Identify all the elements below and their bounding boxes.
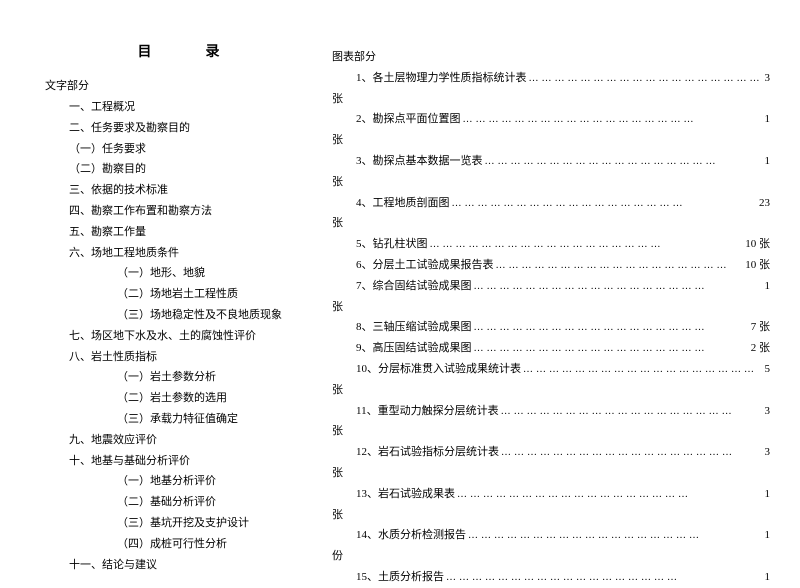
figure-entry-count: 2 张 <box>751 339 770 359</box>
figure-entry-label: 14、水质分析检测报告 <box>356 526 466 546</box>
figure-list-entry: 10、分层标准贯入试验成果统计表………………………………………………5 <box>332 360 770 380</box>
leader-dots: ……………………………………………… <box>521 361 765 379</box>
figure-entry-unit: 张 <box>332 214 770 234</box>
figure-entry-count: 1 <box>765 568 771 588</box>
leader-dots: ……………………………………………… <box>450 195 760 213</box>
leader-dots: ……………………………………………… <box>499 403 765 421</box>
toc-item: 二、任务要求及勘察目的 <box>45 119 312 139</box>
figure-entry-label: 12、岩石试验指标分层统计表 <box>356 443 499 463</box>
toc-item: 七、场区地下水及水、土的腐蚀性评价 <box>45 327 312 347</box>
figure-entry-count: 1 <box>765 152 771 172</box>
figure-entry-count: 1 <box>765 277 771 297</box>
figure-entry-label: 4、工程地质剖面图 <box>356 194 450 214</box>
figure-entry-label: 7、综合固结试验成果图 <box>356 277 472 297</box>
figure-entry-unit: 张 <box>332 464 770 484</box>
leader-dots: ……………………………………………… <box>527 70 765 88</box>
figure-entry-count: 10 张 <box>745 256 770 276</box>
figure-list-entry: 14、水质分析检测报告………………………………………………1 <box>332 526 770 546</box>
leader-dots: ……………………………………………… <box>483 153 765 171</box>
toc-sub-item: （一）地基分析评价 <box>45 472 312 492</box>
figure-entry-count: 10 张 <box>745 235 770 255</box>
figure-entry-label: 2、勘探点平面位置图 <box>356 110 461 130</box>
toc-sub-item: （二）岩土参数的选用 <box>45 389 312 409</box>
toc-item: 六、场地工程地质条件 <box>45 244 312 264</box>
toc-item: 九、地震效应评价 <box>45 431 312 451</box>
figure-list-entry: 4、工程地质剖面图………………………………………………23 <box>332 194 770 214</box>
figure-entry-unit: 张 <box>332 422 770 442</box>
leader-dots: ……………………………………………… <box>472 340 751 358</box>
figure-entry-unit: 张 <box>332 298 770 318</box>
leader-dots: ……………………………………………… <box>428 236 746 254</box>
figure-entry-count: 23 <box>759 194 770 214</box>
figure-entry-label: 9、高压固结试验成果图 <box>356 339 472 359</box>
toc-sub-item: （三）承载力特征值确定 <box>45 410 312 430</box>
figure-entry-count: 3 <box>765 69 771 89</box>
toc-item: 五、勘察工作量 <box>45 223 312 243</box>
figure-entry-label: 8、三轴压缩试验成果图 <box>356 318 472 338</box>
figure-entry-unit: 份 <box>332 547 770 567</box>
figure-entry-count: 1 <box>765 110 771 130</box>
leader-dots: ……………………………………………… <box>494 257 746 275</box>
figure-entry-label: 3、勘探点基本数据一览表 <box>356 152 483 172</box>
right-section-heading: 图表部分 <box>332 48 770 68</box>
toc-item: 十、地基与基础分析评价 <box>45 452 312 472</box>
toc-item: 三、依据的技术标准 <box>45 181 312 201</box>
toc-sub-item: （二）勘察目的 <box>45 160 312 180</box>
figure-entry-count: 3 <box>765 402 771 422</box>
figure-entry-unit: 张 <box>332 506 770 526</box>
figure-entry-unit: 张 <box>332 131 770 151</box>
figure-entry-label: 1、各土层物理力学性质指标统计表 <box>356 69 527 89</box>
figure-entry-unit: 张 <box>332 90 770 110</box>
toc-title: 目 录 <box>45 40 312 65</box>
figure-entry-count: 1 <box>765 485 771 505</box>
figure-list-entry: 9、高压固结试验成果图………………………………………………2 张 <box>332 339 770 359</box>
toc-sub-item: （三）基坑开挖及支护设计 <box>45 514 312 534</box>
figure-entry-unit: 张 <box>332 381 770 401</box>
left-section-heading: 文字部分 <box>45 77 312 97</box>
leader-dots: ……………………………………………… <box>466 527 765 545</box>
figure-entry-count: 5 <box>765 360 771 380</box>
figure-list-entry: 15、土质分析报告………………………………………………1 <box>332 568 770 588</box>
figure-entry-label: 11、重型动力触探分层统计表 <box>356 402 499 422</box>
figure-list-entry: 5、钻孔柱状图………………………………………………10 张 <box>332 235 770 255</box>
figure-list-entry: 8、三轴压缩试验成果图………………………………………………7 张 <box>332 318 770 338</box>
toc-item: 四、勘察工作布置和勘察方法 <box>45 202 312 222</box>
figure-list-entry: 6、分层土工试验成果报告表………………………………………………10 张 <box>332 256 770 276</box>
toc-sub-item: （二）基础分析评价 <box>45 493 312 513</box>
figure-list-entry: 1、各土层物理力学性质指标统计表………………………………………………3 <box>332 69 770 89</box>
toc-item: 一、工程概况 <box>45 98 312 118</box>
figure-entry-count: 7 张 <box>751 318 770 338</box>
leader-dots: ……………………………………………… <box>461 111 765 129</box>
toc-sub-item: （一）岩土参数分析 <box>45 368 312 388</box>
figure-list-entry: 3、勘探点基本数据一览表………………………………………………1 <box>332 152 770 172</box>
figure-entry-label: 13、岩石试验成果表 <box>356 485 455 505</box>
leader-dots: ……………………………………………… <box>472 319 751 337</box>
toc-sub-item: （三）场地稳定性及不良地质现象 <box>45 306 312 326</box>
figure-list-entry: 11、重型动力触探分层统计表………………………………………………3 <box>332 402 770 422</box>
figure-list-entry: 7、综合固结试验成果图………………………………………………1 <box>332 277 770 297</box>
leader-dots: ……………………………………………… <box>472 278 765 296</box>
figure-entry-label: 15、土质分析报告 <box>356 568 444 588</box>
leader-dots: ……………………………………………… <box>455 486 765 504</box>
figure-list-entry: 12、岩石试验指标分层统计表………………………………………………3 <box>332 443 770 463</box>
toc-sub-item: （一）任务要求 <box>45 140 312 160</box>
toc-sub-item: （四）成桩可行性分析 <box>45 535 312 555</box>
figure-list-entry: 13、岩石试验成果表………………………………………………1 <box>332 485 770 505</box>
toc-sub-item: （一）地形、地貌 <box>45 264 312 284</box>
leader-dots: ……………………………………………… <box>499 444 765 462</box>
toc-item: 八、岩土性质指标 <box>45 348 312 368</box>
figure-entry-unit: 张 <box>332 173 770 193</box>
figure-entry-count: 3 <box>765 443 771 463</box>
figure-entry-label: 10、分层标准贯入试验成果统计表 <box>356 360 521 380</box>
leader-dots: ……………………………………………… <box>444 569 765 587</box>
figure-list-entry: 2、勘探点平面位置图………………………………………………1 <box>332 110 770 130</box>
toc-item: 十一、结论与建议 <box>45 556 312 576</box>
figure-entry-label: 5、钻孔柱状图 <box>356 235 428 255</box>
toc-sub-item: （二）场地岩土工程性质 <box>45 285 312 305</box>
figure-entry-label: 6、分层土工试验成果报告表 <box>356 256 494 276</box>
figure-entry-count: 1 <box>765 526 771 546</box>
